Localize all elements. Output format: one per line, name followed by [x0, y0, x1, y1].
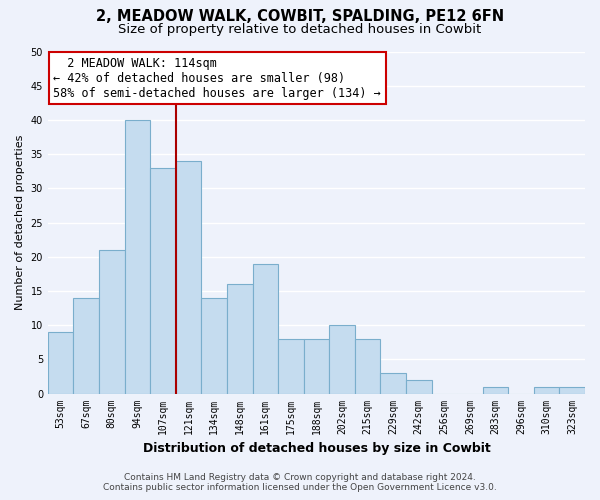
Bar [99, 250, 125, 394]
X-axis label: Distribution of detached houses by size in Cowbit: Distribution of detached houses by size … [143, 442, 490, 455]
Bar [73, 298, 99, 394]
Bar [534, 386, 559, 394]
Bar [278, 339, 304, 394]
Text: Contains HM Land Registry data © Crown copyright and database right 2024.
Contai: Contains HM Land Registry data © Crown c… [103, 473, 497, 492]
Bar [355, 339, 380, 394]
Bar [125, 120, 150, 394]
Bar [227, 284, 253, 394]
Y-axis label: Number of detached properties: Number of detached properties [15, 135, 25, 310]
Bar [202, 298, 227, 394]
Bar [329, 325, 355, 394]
Bar [406, 380, 431, 394]
Bar [482, 386, 508, 394]
Bar [176, 161, 202, 394]
Bar [150, 168, 176, 394]
Text: 2, MEADOW WALK, COWBIT, SPALDING, PE12 6FN: 2, MEADOW WALK, COWBIT, SPALDING, PE12 6… [96, 9, 504, 24]
Bar [559, 386, 585, 394]
Text: Size of property relative to detached houses in Cowbit: Size of property relative to detached ho… [118, 22, 482, 36]
Bar [304, 339, 329, 394]
Bar [380, 373, 406, 394]
Bar [253, 264, 278, 394]
Bar [48, 332, 73, 394]
Text: 2 MEADOW WALK: 114sqm  
← 42% of detached houses are smaller (98)
58% of semi-de: 2 MEADOW WALK: 114sqm ← 42% of detached … [53, 56, 381, 100]
